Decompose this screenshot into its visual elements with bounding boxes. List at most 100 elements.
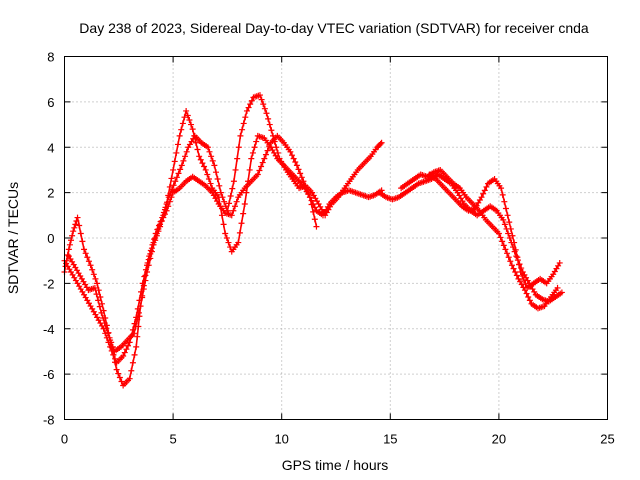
data-point	[93, 291, 100, 298]
data-point	[69, 232, 76, 239]
data-point	[81, 246, 88, 253]
data-point	[226, 200, 233, 207]
data-point	[248, 155, 255, 162]
data-point	[79, 238, 86, 245]
data-point	[249, 149, 256, 156]
data-point	[216, 182, 223, 189]
data-point	[68, 237, 75, 244]
data-point	[228, 212, 235, 219]
data-point	[247, 101, 254, 108]
data-point	[253, 138, 260, 145]
data-point	[180, 157, 187, 164]
data-point	[202, 166, 209, 173]
data-point	[509, 232, 516, 239]
data-point	[497, 234, 504, 241]
data-point	[204, 144, 211, 151]
y-tick-label: -6	[43, 367, 55, 382]
data-point	[152, 235, 159, 241]
data-point	[168, 175, 175, 182]
x-tick-labels: 0 5 10 15 20 25	[61, 432, 615, 447]
data-point	[298, 174, 305, 181]
data-point	[232, 203, 239, 210]
data-point	[526, 297, 533, 304]
data-point	[295, 166, 302, 173]
data-point	[199, 160, 206, 167]
data-point	[134, 316, 141, 323]
data-point	[66, 241, 73, 248]
data-point	[258, 96, 265, 103]
data-point	[225, 239, 232, 246]
data-point	[166, 198, 173, 205]
data-point	[132, 323, 139, 330]
data-point	[71, 224, 78, 231]
data-point	[502, 205, 509, 212]
data-point	[140, 282, 147, 289]
data-point	[95, 297, 102, 304]
y-tick-label: 8	[47, 50, 54, 65]
data-point	[229, 185, 236, 192]
data-point	[170, 166, 177, 173]
data-point	[523, 290, 530, 297]
data-point	[261, 105, 268, 112]
data-point	[300, 178, 307, 185]
data-point	[238, 220, 245, 227]
data-point	[91, 284, 98, 291]
data-point	[266, 143, 273, 150]
data-point	[161, 211, 168, 218]
chart-title: Day 238 of 2023, Sidereal Day-to-day VTE…	[79, 20, 589, 36]
data-point	[158, 217, 165, 224]
data-point	[241, 200, 248, 207]
data-point	[84, 254, 91, 261]
y-tick-labels: -8 -6 -4 -2 0 2 4 6 8	[43, 50, 55, 428]
data-point	[230, 178, 237, 185]
data-point	[254, 171, 261, 178]
data-point	[134, 333, 141, 340]
grid	[64, 56, 608, 420]
data-point	[165, 203, 172, 210]
series-line	[400, 169, 559, 310]
data-point	[76, 222, 83, 229]
data-point	[87, 262, 94, 269]
data-point	[230, 207, 237, 214]
data-point	[311, 204, 318, 211]
data-point	[500, 242, 507, 249]
data-layer	[61, 92, 565, 389]
data-point	[240, 120, 247, 127]
data-point	[101, 320, 108, 327]
data-point	[64, 252, 71, 259]
series-track-3	[65, 132, 385, 355]
data-point	[219, 194, 226, 201]
data-point	[142, 272, 149, 279]
data-point	[221, 198, 228, 205]
data-point	[186, 117, 193, 124]
y-axis-label: SDTVAR / TECUs	[5, 182, 21, 294]
x-axis-label: GPS time / hours	[282, 457, 389, 473]
series-track-6	[426, 171, 563, 291]
data-point	[74, 214, 81, 221]
data-point	[218, 212, 225, 219]
data-point	[243, 107, 250, 114]
data-point	[519, 273, 526, 280]
data-point	[514, 254, 521, 261]
data-point	[483, 183, 490, 190]
data-point	[160, 214, 167, 221]
data-point	[96, 303, 103, 310]
data-point	[239, 126, 246, 133]
data-point	[498, 185, 505, 192]
data-point	[120, 352, 127, 359]
data-point	[513, 272, 520, 279]
data-point	[72, 221, 79, 228]
data-point	[554, 284, 561, 291]
data-point	[245, 104, 252, 111]
data-point	[168, 194, 175, 201]
data-point	[377, 140, 384, 147]
data-point	[297, 170, 304, 177]
data-point	[85, 258, 92, 265]
data-point	[263, 110, 270, 117]
data-point	[208, 153, 215, 160]
data-point	[499, 191, 506, 198]
data-point	[274, 149, 281, 156]
data-point	[90, 271, 97, 278]
data-point	[501, 198, 508, 205]
data-point	[133, 343, 140, 350]
